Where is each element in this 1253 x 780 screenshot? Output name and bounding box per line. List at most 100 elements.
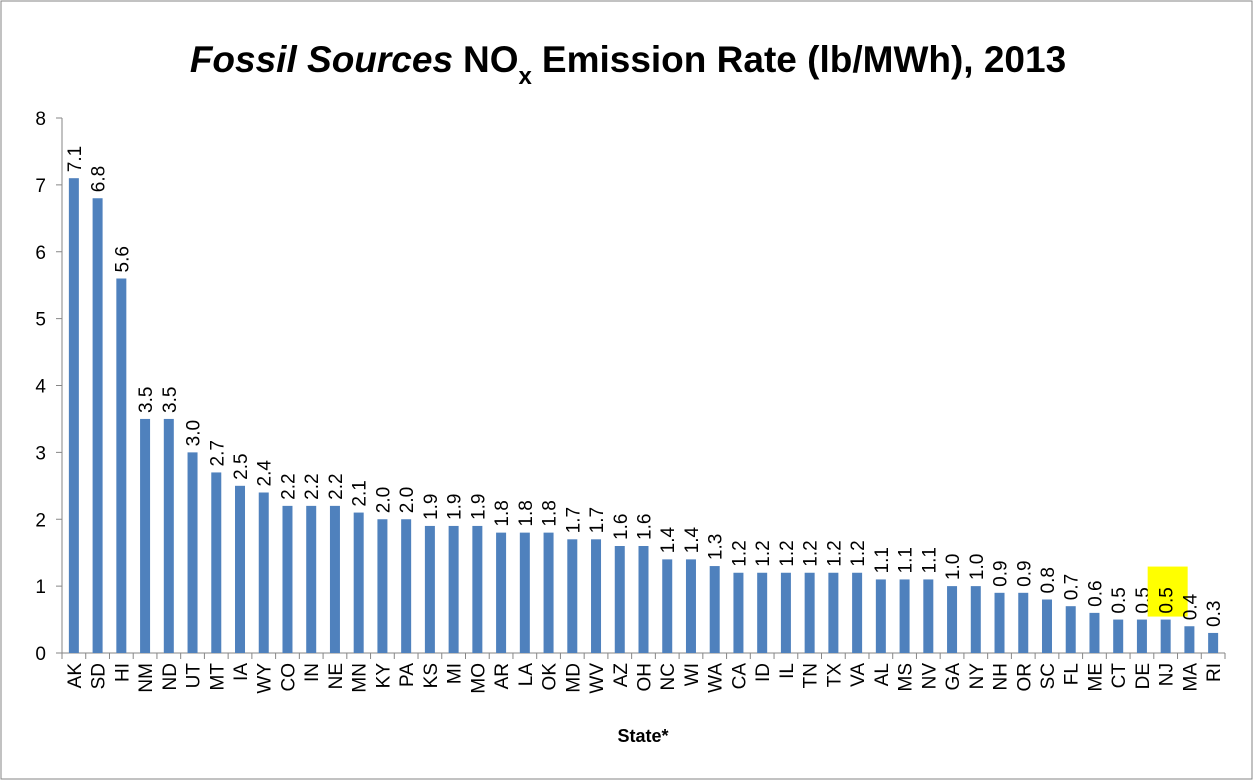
x-tick-label: PA — [397, 663, 418, 687]
x-tick-label: ME — [1085, 663, 1106, 692]
value-label: 1.9 — [421, 494, 442, 520]
y-tick-label: 4 — [35, 377, 46, 398]
bar — [875, 579, 886, 653]
value-label: 1.7 — [563, 507, 584, 533]
value-label: 2.2 — [278, 473, 299, 499]
x-tick-label: OR — [1014, 663, 1035, 692]
x-tick-label: RI — [1204, 663, 1225, 682]
x-tick-label: TX — [824, 663, 845, 688]
x-tick-label: MS — [896, 663, 917, 692]
bar — [733, 572, 744, 653]
value-label: 0.7 — [1062, 574, 1083, 600]
bar — [804, 572, 815, 653]
bar — [970, 586, 981, 653]
x-tick-label: WV — [587, 663, 608, 694]
bar — [282, 505, 293, 653]
x-tick-label: MD — [563, 663, 584, 693]
bar — [258, 492, 269, 653]
bar — [424, 525, 435, 653]
value-label: 1.4 — [658, 527, 679, 554]
bar — [1160, 619, 1171, 653]
x-tick-label: KS — [421, 663, 442, 688]
x-tick-label: OH — [635, 663, 656, 692]
bar — [1065, 606, 1076, 653]
x-tick-label: WI — [682, 663, 703, 686]
bar — [401, 519, 412, 653]
bar — [709, 566, 720, 653]
x-tick-label: ID — [753, 663, 774, 682]
bar — [567, 539, 578, 653]
value-label: 1.0 — [943, 554, 964, 580]
value-label: 1.8 — [540, 500, 561, 526]
x-tick-label: CO — [278, 663, 299, 692]
y-tick-label: 5 — [35, 310, 46, 331]
title-subscript: x — [519, 63, 533, 90]
value-label: 6.8 — [89, 166, 110, 192]
bar — [329, 505, 340, 653]
value-label: 2.4 — [255, 460, 276, 487]
value-label: 1.3 — [706, 534, 727, 560]
value-label: 0.6 — [1085, 580, 1106, 606]
value-label: 2.2 — [302, 473, 323, 499]
x-tick-label: TN — [801, 663, 822, 688]
bar — [828, 572, 839, 653]
x-tick-label: AR — [492, 663, 513, 689]
value-label: 2.7 — [207, 440, 228, 466]
x-tick-label: KY — [373, 663, 394, 689]
x-tick-label: NM — [136, 663, 157, 693]
bar — [591, 539, 602, 653]
x-tick-label: WY — [255, 663, 276, 694]
x-tick-label: AZ — [611, 663, 632, 688]
x-tick-label: DE — [1133, 663, 1154, 689]
value-label: 1.1 — [896, 547, 917, 573]
value-label: 0.3 — [1204, 601, 1225, 627]
value-label: 1.9 — [468, 494, 489, 520]
x-axis-title: State* — [617, 726, 668, 746]
x-tick-label: CA — [729, 663, 750, 690]
x-tick-label: NV — [919, 663, 940, 690]
value-label: 1.1 — [919, 547, 940, 573]
x-tick-label: OK — [540, 663, 561, 691]
y-tick-label: 0 — [35, 644, 46, 665]
x-tick-label: NC — [658, 663, 679, 690]
title-italic: Fossil Sources — [190, 39, 453, 80]
title-main: NO — [463, 39, 519, 80]
bar — [519, 532, 530, 653]
bar — [923, 579, 934, 653]
x-tick-label: LA — [516, 663, 537, 687]
x-tick-label: GA — [943, 663, 964, 691]
bar — [780, 572, 791, 653]
bar — [68, 178, 79, 653]
value-label: 1.2 — [753, 540, 774, 566]
value-label: 5.6 — [112, 246, 133, 272]
value-label: 0.9 — [991, 560, 1012, 586]
bar — [614, 546, 625, 653]
value-label: 7.1 — [65, 146, 86, 172]
bar — [1089, 612, 1100, 653]
bar — [1136, 619, 1147, 653]
x-tick-label: NY — [967, 663, 988, 690]
bar — [994, 592, 1005, 653]
x-tick-label: CT — [1109, 663, 1130, 689]
x-tick-label: MT — [207, 663, 228, 691]
x-tick-label: MN — [350, 663, 371, 693]
value-label: 1.4 — [682, 527, 703, 554]
bar — [685, 559, 696, 653]
bar — [638, 546, 649, 653]
x-tick-label: AL — [872, 663, 893, 686]
bar — [947, 586, 958, 653]
bar — [1113, 619, 1124, 653]
x-tick-label: WA — [706, 663, 727, 693]
bar — [92, 198, 103, 653]
bar — [1208, 632, 1219, 653]
value-label: 1.0 — [967, 554, 988, 580]
x-tick-label: VA — [848, 663, 869, 687]
x-tick-label: UT — [184, 663, 205, 689]
x-tick-label: IN — [302, 663, 323, 682]
x-tick-label: SC — [1038, 663, 1059, 689]
value-label: 1.2 — [729, 540, 750, 566]
bar — [1018, 592, 1029, 653]
x-tick-label: NJ — [1157, 663, 1178, 686]
value-label: 0.8 — [1038, 567, 1059, 593]
